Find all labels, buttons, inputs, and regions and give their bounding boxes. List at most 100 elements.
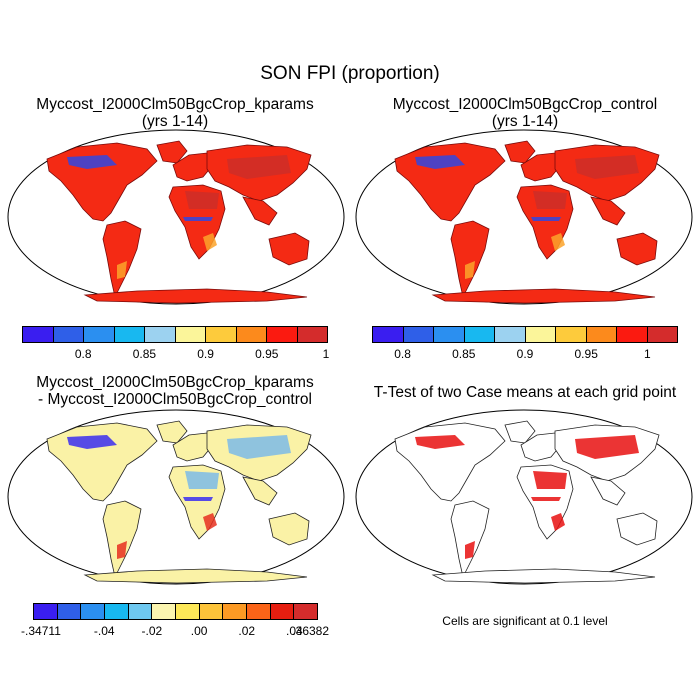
- panel-title-diff: Myccost_I2000Clm50BgcCrop_kparams - Mycc…: [0, 374, 350, 408]
- land-greenland: [156, 420, 188, 444]
- colorbar-swatch: [114, 327, 145, 342]
- land-australia: [268, 512, 310, 546]
- panel-title-control: Myccost_I2000Clm50BgcCrop_control (yrs 1…: [350, 96, 700, 130]
- main-title: SON FPI (proportion): [260, 63, 440, 84]
- colorbar-swatch: [236, 327, 267, 342]
- value-patch: [185, 191, 219, 209]
- value-patch: [415, 155, 465, 169]
- land-india-se-asia: [590, 476, 626, 506]
- colorbar-swatch: [176, 604, 200, 619]
- colorbar-kparams: [22, 326, 328, 343]
- colorbar-swatch: [403, 327, 434, 342]
- land-australia: [616, 232, 658, 266]
- colorbar-swatch: [223, 604, 248, 619]
- value-patch: [117, 541, 127, 559]
- value-patch: [575, 155, 639, 179]
- tick-label: .02: [238, 624, 256, 638]
- value-patch: [203, 513, 217, 531]
- map-kparams: [7, 129, 345, 305]
- colorbar-swatch: [294, 604, 318, 619]
- value-patch: [227, 435, 291, 459]
- colorbar-swatch: [23, 327, 54, 342]
- value-patch: [227, 155, 291, 179]
- colorbar-swatch: [556, 327, 587, 342]
- land-south-america: [102, 500, 142, 579]
- tick-label: 0.95: [255, 347, 279, 361]
- land-south-america: [450, 500, 490, 579]
- tick-label: .04: [286, 624, 303, 638]
- value-patch: [117, 261, 127, 279]
- value-patch: [533, 471, 567, 489]
- map-diff: [7, 409, 345, 585]
- colorbar-swatch: [105, 604, 129, 619]
- map-control: [355, 129, 693, 305]
- value-patch: [415, 435, 465, 449]
- tick-label: -.04: [93, 624, 115, 638]
- tick-label: 0.8: [74, 347, 92, 361]
- panel-title-line1: Myccost_I2000Clm50BgcCrop_kparams: [36, 374, 314, 391]
- colorbar-swatch: [297, 327, 327, 342]
- colorbar-swatch: [247, 604, 271, 619]
- colorbar-swatch: [84, 327, 115, 342]
- panel-title-line1: T-Test of two Case means at each grid po…: [373, 384, 677, 401]
- value-patch: [203, 233, 217, 251]
- tick-label: .00: [190, 624, 208, 638]
- colorbar-swatch: [145, 327, 176, 342]
- colorbar-swatch: [586, 327, 617, 342]
- value-patch: [465, 261, 475, 279]
- colorbar-swatch: [495, 327, 526, 342]
- map-ttest: [355, 409, 693, 585]
- land-india-se-asia: [242, 476, 278, 506]
- colorbar-swatch: [128, 604, 153, 619]
- land-antarctica: [431, 568, 656, 584]
- colorbar-swatch: [267, 327, 298, 342]
- tick-label: 0.9: [197, 347, 214, 361]
- land-antarctica: [83, 568, 308, 584]
- colorbar-swatch: [206, 327, 237, 342]
- colorbar-swatch: [199, 604, 224, 619]
- colorbar-swatch: [34, 604, 58, 619]
- tick-label: 0.8: [394, 347, 411, 361]
- panel-title-line1: Myccost_I2000Clm50BgcCrop_control: [392, 96, 658, 113]
- tick-label: -.02: [141, 624, 163, 638]
- colorbar-swatch: [175, 327, 206, 342]
- land-greenland: [504, 140, 536, 164]
- land-india-se-asia: [242, 196, 278, 226]
- value-patch: [67, 435, 117, 449]
- value-patch: [551, 513, 565, 531]
- land-india-se-asia: [590, 196, 626, 226]
- tick-label: .36382: [292, 624, 330, 638]
- land-south-america: [102, 220, 142, 299]
- colorbar-swatch: [57, 604, 82, 619]
- panel-title-kparams: Myccost_I2000Clm50BgcCrop_kparams (yrs 1…: [0, 96, 350, 130]
- colorbar-swatch: [81, 604, 106, 619]
- value-patch: [533, 191, 567, 209]
- panel-title-line2: (yrs 1-14): [141, 113, 209, 130]
- colorbar-swatch: [373, 327, 404, 342]
- colorbar-swatch: [647, 327, 677, 342]
- land-greenland: [156, 140, 188, 164]
- land-australia: [616, 512, 658, 546]
- colorbar-swatch: [617, 327, 648, 342]
- panel-title-line2: - Myccost_I2000Clm50BgcCrop_control: [38, 391, 312, 408]
- panel-title-line2: (yrs 1-14): [491, 113, 559, 130]
- value-patch: [185, 471, 219, 489]
- colorbar-swatch: [525, 327, 556, 342]
- tick-label: 0.85: [132, 347, 157, 361]
- tick-label: 0.95: [574, 347, 598, 361]
- land-antarctica: [83, 288, 308, 304]
- colorbar-swatch: [464, 327, 495, 342]
- land-antarctica: [431, 288, 656, 304]
- value-patch: [183, 217, 213, 221]
- panel-title-ttest: T-Test of two Case means at each grid po…: [350, 384, 700, 401]
- value-patch: [465, 541, 475, 559]
- colorbar-swatch: [152, 604, 177, 619]
- colorbar-diff: [33, 603, 318, 620]
- tick-label: 1: [644, 347, 651, 361]
- value-patch: [67, 155, 117, 169]
- land-australia: [268, 232, 310, 266]
- value-patch: [575, 435, 639, 459]
- value-patch: [551, 233, 565, 251]
- tick-label: 0.9: [516, 347, 534, 361]
- colorbar-swatch: [270, 604, 295, 619]
